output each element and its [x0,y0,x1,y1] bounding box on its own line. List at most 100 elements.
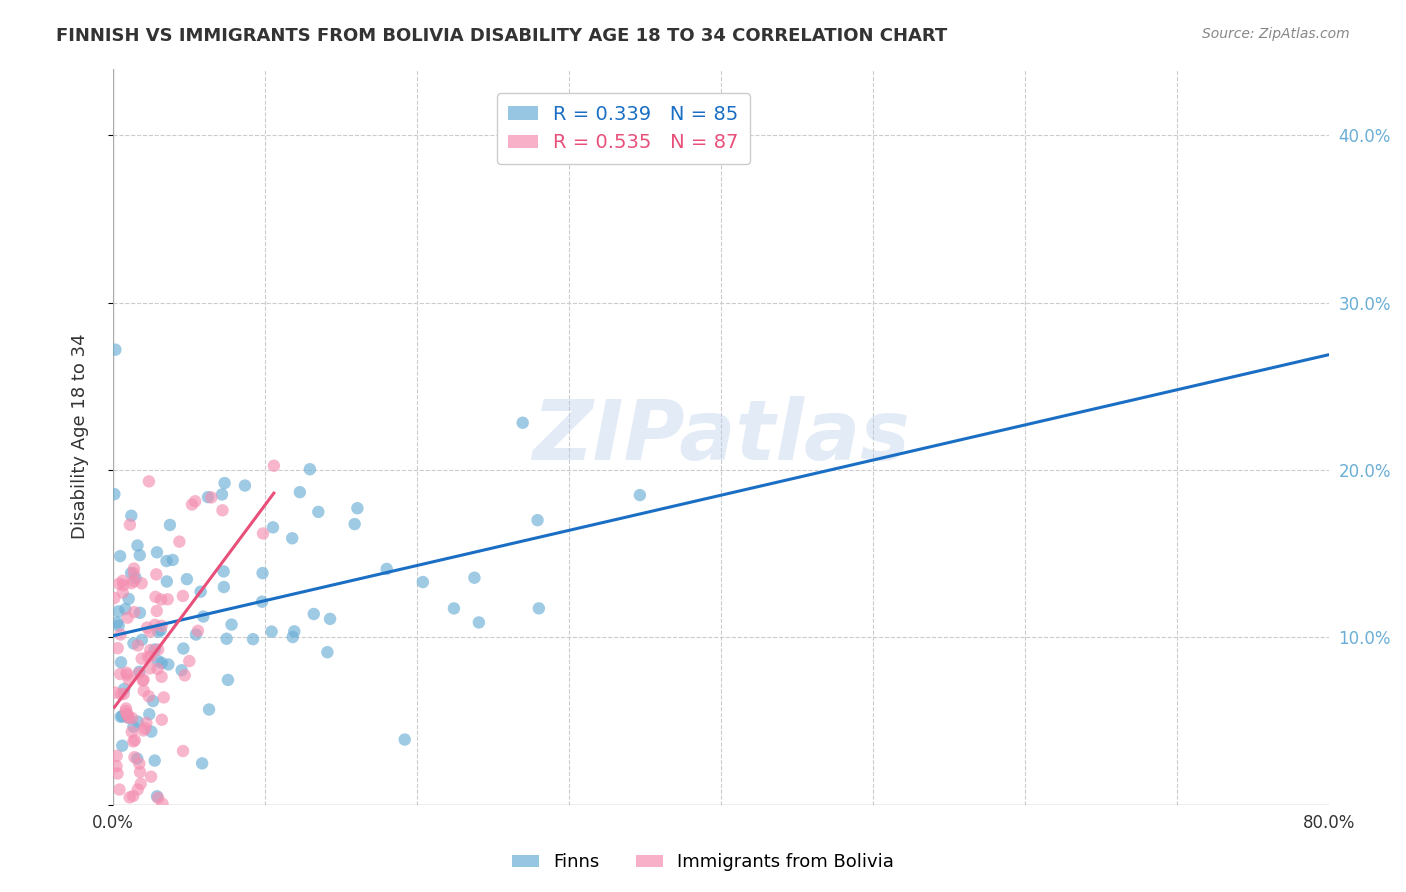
Point [212,580,235,594]
Point [132,673,155,687]
Point [127,539,149,553]
Point [124,733,146,747]
Point [169,534,191,549]
Point [118,517,141,532]
Point [145,567,167,582]
Point [250,595,273,609]
Point [628,488,651,502]
Point [176,572,198,586]
Point [197,490,219,504]
Point [145,590,167,604]
Point [212,565,235,579]
Point [111,709,134,723]
Point [215,632,238,646]
Point [150,656,173,670]
Point [122,789,145,803]
Point [122,636,145,650]
Point [117,707,139,722]
Point [184,494,207,508]
Point [105,814,128,829]
Point [131,651,153,665]
Point [172,589,194,603]
Point [120,508,142,523]
Point [463,571,485,585]
Point [118,790,141,805]
Point [111,574,134,588]
Point [110,627,132,641]
Point [115,701,138,715]
Point [187,624,209,638]
Point [138,690,160,704]
Point [107,604,129,618]
Point [112,578,135,592]
Point [105,615,128,630]
Point [104,343,127,357]
Point [148,624,170,639]
Point [127,751,149,765]
Point [143,617,166,632]
Point [319,612,342,626]
Point [146,789,169,804]
Point [105,748,128,763]
Point [146,545,169,559]
Point [146,642,169,657]
Point [124,571,146,585]
Point [198,702,221,716]
Point [233,478,256,492]
Point [156,574,179,589]
Point [122,561,145,575]
Point [114,704,136,718]
Point [139,661,162,675]
Point [131,632,153,647]
Point [107,618,129,632]
Point [104,685,127,699]
Point [110,710,132,724]
Point [122,566,145,581]
Point [122,734,145,748]
Point [156,592,179,607]
Point [138,707,160,722]
Point [170,663,193,677]
Point [302,607,325,621]
Point [108,667,131,681]
Text: ZIPatlas: ZIPatlas [531,396,910,477]
Point [105,759,128,773]
Point [132,683,155,698]
Point [115,667,138,681]
Point [117,610,139,624]
Point [173,668,195,682]
Point [527,601,550,615]
Point [121,576,143,591]
Point [146,662,169,676]
Point [139,624,162,639]
Point [263,458,285,473]
Point [343,517,366,532]
Point [346,501,368,516]
Point [143,642,166,657]
Point [281,531,304,545]
Point [162,553,184,567]
Point [211,487,233,501]
Point [181,498,204,512]
Point [139,643,162,657]
Point [214,476,236,491]
Point [132,673,155,688]
Point [298,462,321,476]
Point [179,654,201,668]
Point [131,576,153,591]
Point [412,575,434,590]
Point [184,627,207,641]
Point [114,602,136,616]
Point [115,665,138,680]
Point [138,475,160,489]
Point [121,725,143,739]
Point [128,665,150,679]
Point [121,711,143,725]
Point [152,797,174,811]
Point [103,591,125,605]
Point [252,566,274,580]
Point [152,690,174,705]
Point [124,750,146,764]
Point [132,723,155,738]
Point [134,722,156,736]
